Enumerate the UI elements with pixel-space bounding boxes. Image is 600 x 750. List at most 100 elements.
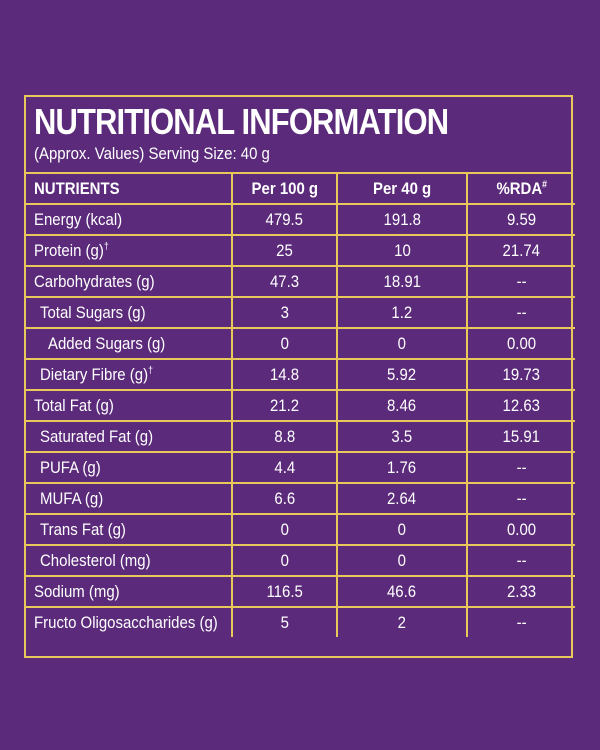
- per-100g-value: 47.3: [269, 271, 300, 291]
- nutrient-name: Carbohydrates (g): [34, 271, 155, 291]
- per-100g-value: 3: [280, 302, 289, 322]
- dagger-footnote-mark: †: [148, 364, 153, 376]
- table-row: Saturated Fat (g) 8.8 3.5 15.91: [26, 420, 575, 453]
- nutrient-name: Fructo Oligosaccharides (g): [34, 612, 218, 632]
- per-100g-value-cell: 6.6: [231, 482, 338, 515]
- table-row: Total Fat (g) 21.2 8.46 12.63: [26, 389, 575, 422]
- table-row: Protein (g)† 25 10 21.74: [26, 234, 575, 267]
- per-40g-value: 1.76: [387, 457, 417, 477]
- per-100g-value: 25: [276, 240, 293, 260]
- rda-value: --: [516, 302, 527, 322]
- nutrient-name-cell: Added Sugars (g): [26, 327, 233, 360]
- rda-value-cell: --: [466, 296, 575, 329]
- nutrient-name: Cholesterol (mg): [40, 550, 151, 570]
- per-40g-value: 0: [397, 333, 407, 353]
- per-100g-value: 0: [280, 519, 289, 539]
- col-header-per100-label: Per 100 g: [251, 178, 318, 198]
- rda-value-cell: --: [466, 606, 575, 637]
- per-100g-value: 4.4: [274, 457, 295, 477]
- rda-value: 15.91: [502, 426, 541, 446]
- rda-value: 19.73: [502, 364, 541, 384]
- nutrient-name: Saturated Fat (g): [40, 426, 154, 446]
- col-header-rda-label: %RDA: [496, 178, 542, 198]
- nutrient-name: Energy (kcal): [34, 209, 123, 229]
- per-40g-value: 0: [397, 519, 407, 539]
- rda-value: --: [516, 271, 527, 291]
- nutrient-name-cell: Sodium (mg): [26, 575, 233, 608]
- per-40g-value-cell: 0: [336, 544, 468, 577]
- per-100g-value-cell: 5: [231, 606, 338, 637]
- per-100g-value-cell: 47.3: [231, 265, 338, 298]
- nutrient-name-cell: Energy (kcal): [26, 204, 233, 236]
- per-40g-value: 3.5: [391, 426, 413, 446]
- table-row: PUFA (g) 4.4 1.76 --: [26, 451, 575, 484]
- per-100g-value: 0: [280, 550, 289, 570]
- rda-value-cell: 0.00: [466, 327, 575, 360]
- table-row: Added Sugars (g) 0 0 0.00: [26, 327, 575, 360]
- per-100g-value: 479.5: [265, 209, 304, 229]
- nutrient-name: Total Sugars (g): [40, 302, 146, 322]
- nutrient-name-cell: Trans Fat (g): [26, 513, 233, 546]
- col-header-nutrients-label: NUTRIENTS: [34, 178, 120, 198]
- nutrition-panel: NUTRITIONAL INFORMATION (Approx. Values)…: [24, 95, 575, 658]
- dagger-footnote-mark: †: [103, 240, 109, 252]
- nutrient-name-cell: Total Sugars (g): [26, 296, 233, 329]
- per-100g-value-cell: 0: [231, 544, 338, 577]
- rda-value-cell: 9.59: [466, 204, 575, 236]
- table-body: Energy (kcal) 479.5 191.8 9.59 Protein (g)† 2…: [26, 204, 575, 637]
- rda-value-cell: --: [466, 451, 575, 484]
- col-header-per40-label: Per 40 g: [372, 178, 432, 198]
- per-40g-value-cell: 2.64: [336, 482, 468, 515]
- per-100g-value: 8.8: [274, 426, 295, 446]
- rda-value: 0.00: [506, 333, 537, 353]
- per-40g-value-cell: 5.92: [336, 358, 468, 391]
- per-100g-value-cell: 116.5: [231, 575, 338, 608]
- rda-value: 12.63: [502, 395, 541, 415]
- panel-title: NUTRITIONAL INFORMATION: [34, 101, 449, 142]
- nutrient-name-cell: PUFA (g): [26, 451, 233, 484]
- per-40g-value-cell: 1.76: [336, 451, 468, 484]
- rda-value-cell: 19.73: [466, 358, 575, 391]
- per-100g-value-cell: 14.8: [231, 358, 338, 391]
- rda-value-cell: --: [466, 544, 575, 577]
- per-100g-value-cell: 21.2: [231, 389, 338, 422]
- nutrient-name: Sodium (mg): [34, 581, 120, 601]
- rda-value: --: [516, 550, 527, 570]
- panel-subtitle: (Approx. Values) Serving Size: 40 g: [34, 144, 270, 163]
- rda-value: 2.33: [506, 581, 537, 601]
- table-row: Sodium (mg) 116.5 46.6 2.33: [26, 575, 575, 608]
- nutrient-name-cell: Fructo Oligosaccharides (g): [26, 606, 233, 637]
- nutrient-name: Trans Fat (g): [40, 519, 126, 539]
- per-40g-value-cell: 0: [336, 513, 468, 546]
- col-header-nutrients: NUTRIENTS: [26, 174, 233, 205]
- nutrient-name-cell: Saturated Fat (g): [26, 420, 233, 453]
- table-row: Fructo Oligosaccharides (g) 5 2 --: [26, 606, 575, 637]
- rda-value: 21.74: [502, 240, 541, 260]
- nutrient-name: Added Sugars (g): [48, 333, 166, 353]
- rda-value-cell: 2.33: [466, 575, 575, 608]
- per-40g-value: 8.46: [387, 395, 417, 415]
- nutrient-name-cell: Cholesterol (mg): [26, 544, 233, 577]
- nutrition-table: NUTRIENTS Per 100 g Per 40 g %RDA# Energ…: [26, 174, 575, 637]
- per-40g-value: 18.91: [383, 271, 421, 291]
- per-100g-value: 116.5: [266, 581, 303, 601]
- per-40g-value: 10: [393, 240, 411, 260]
- per-40g-value: 5.92: [387, 364, 417, 384]
- rda-value-cell: 15.91: [466, 420, 575, 453]
- nutrient-name: Total Fat (g): [34, 395, 114, 415]
- per-40g-value-cell: 0: [336, 327, 468, 360]
- per-40g-value: 0: [397, 550, 407, 570]
- rda-value-cell: 0.00: [466, 513, 575, 546]
- per-100g-value: 5: [280, 612, 289, 632]
- per-100g-value-cell: 25: [231, 234, 338, 267]
- col-header-per40: Per 40 g: [336, 174, 468, 205]
- rda-value: --: [516, 488, 527, 508]
- rda-value: 0.00: [506, 519, 537, 539]
- table-row: Dietary Fibre (g)† 14.8 5.92 19.73: [26, 358, 575, 391]
- table-row: MUFA (g) 6.6 2.64 --: [26, 482, 575, 515]
- panel-header: NUTRITIONAL INFORMATION (Approx. Values)…: [26, 97, 571, 174]
- rda-value-cell: 12.63: [466, 389, 575, 422]
- table-row: Energy (kcal) 479.5 191.8 9.59: [26, 204, 575, 236]
- per-100g-value-cell: 0: [231, 327, 338, 360]
- nutrient-name-cell: Protein (g)†: [26, 234, 233, 267]
